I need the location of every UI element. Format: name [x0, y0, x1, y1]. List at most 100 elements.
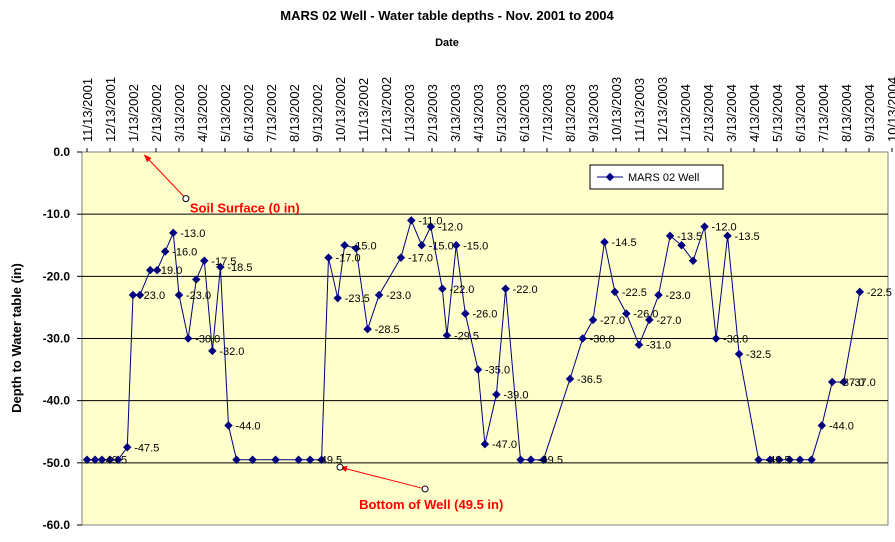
data-label: -31.0	[646, 340, 671, 352]
x-tick-label: 1/13/2004	[678, 84, 693, 142]
legend-entry: MARS 02 Well	[628, 172, 699, 184]
x-tick-label: 2/13/2003	[425, 84, 440, 142]
data-point	[765, 455, 775, 464]
legend: MARS 02 Well	[589, 164, 724, 190]
x-tick-label: 12/13/2003	[655, 77, 670, 142]
data-label: -49.5	[766, 455, 791, 467]
data-point	[200, 256, 209, 266]
annotation-label: Soil Surface (0 in)	[190, 201, 300, 216]
x-tick-label: 10/13/2003	[609, 77, 624, 142]
data-label: -29.5	[454, 330, 479, 342]
data-point	[97, 455, 107, 464]
data-label: -22.0	[513, 284, 538, 296]
data-point	[565, 374, 575, 384]
data-point	[817, 421, 827, 430]
x-tick-label: 10/13/2004	[885, 77, 895, 142]
data-label: -37.0	[839, 377, 864, 389]
annotation-anchor	[421, 485, 429, 493]
y-tick-label: 0.0	[53, 145, 70, 159]
data-point	[451, 241, 461, 250]
x-tick-label: 9/13/2004	[862, 84, 877, 142]
data-label: -36.5	[577, 374, 602, 386]
data-point	[734, 349, 744, 359]
data-label: -11.0	[418, 215, 442, 227]
data-point	[473, 365, 483, 374]
data-point	[645, 315, 654, 325]
data-label: -23.0	[140, 290, 165, 302]
data-point	[82, 455, 92, 464]
y-tick-label: -20.0	[43, 269, 71, 283]
x-tick-label: 4/13/2002	[195, 84, 210, 142]
data-point	[688, 256, 698, 266]
data-point	[174, 290, 184, 300]
data-label: -27.0	[600, 315, 625, 327]
data-label: -13.0	[180, 228, 205, 240]
y-tick-label: -40.0	[43, 394, 71, 408]
x-tick-label: 4/13/2003	[471, 84, 486, 142]
data-label: -15.0	[429, 240, 454, 252]
x-tick-label: 7/13/2003	[540, 84, 555, 142]
x-tick-label: 1/13/2003	[402, 84, 417, 142]
data-label: -17.5	[211, 256, 236, 268]
x-tick-label: 8/13/2004	[839, 84, 854, 142]
data-label: -30.0	[590, 334, 615, 346]
data-point	[208, 346, 217, 356]
data-point	[775, 455, 784, 464]
x-tick-label: 5/13/2002	[218, 84, 233, 142]
data-point	[480, 439, 490, 449]
data-label: -37.0	[851, 377, 876, 389]
x-tick-label: 2/13/2002	[149, 84, 164, 142]
x-tick-label: 2/13/2004	[701, 84, 716, 142]
data-point	[324, 253, 333, 262]
data-label: -23.0	[386, 290, 411, 302]
data-label: -23.0	[186, 290, 211, 302]
data-point	[588, 315, 598, 325]
data-point	[526, 455, 536, 464]
data-point	[539, 455, 548, 464]
x-tick-label: 7/13/2004	[816, 84, 831, 142]
data-point	[333, 293, 342, 303]
data-label: -35.0	[485, 365, 510, 377]
data-label: -16.0	[172, 246, 197, 258]
x-tick-label: 5/13/2004	[770, 84, 785, 142]
data-point	[622, 309, 631, 318]
data-point	[795, 455, 805, 464]
data-label: -22.0	[449, 284, 474, 296]
data-label: -22.5	[622, 287, 647, 299]
y-tick-label: -30.0	[43, 332, 71, 346]
x-tick-label: 3/13/2002	[172, 84, 187, 142]
data-label: -12.0	[438, 222, 463, 234]
data-label: -17.0	[336, 253, 361, 265]
x-tick-label: 7/13/2002	[264, 84, 279, 142]
data-label: -13.5	[735, 231, 760, 243]
data-label: -28.5	[375, 324, 400, 336]
y-tick-label: -10.0	[43, 207, 71, 221]
data-label: -13.5	[677, 231, 702, 243]
annotation-target	[336, 463, 344, 471]
data-point	[492, 390, 501, 399]
data-point	[363, 324, 372, 334]
data-point	[224, 421, 233, 430]
data-label: -47.5	[134, 442, 159, 454]
data-label: -15.0	[463, 240, 488, 252]
data-point	[827, 377, 837, 387]
data-label: -26.0	[633, 309, 658, 321]
data-point	[135, 290, 145, 300]
data-point	[248, 455, 257, 464]
x-axis-ticks: 11/13/2001 12/13/2001 1/13/2002 2/13/2002 3/…	[80, 77, 895, 152]
data-label: -12.0	[712, 222, 737, 234]
data-point	[317, 455, 326, 464]
data-point	[839, 377, 848, 387]
data-point	[146, 265, 155, 275]
x-axis-title: Date	[435, 37, 459, 49]
annotation-label: Bottom of Well (49.5 in)	[359, 497, 503, 512]
data-point	[374, 290, 384, 300]
data-label: -26.0	[472, 309, 497, 321]
data-point	[232, 455, 241, 464]
data-point	[113, 455, 123, 464]
data-point	[807, 455, 816, 464]
data-label: -19.0	[157, 265, 182, 277]
x-tick-label: 1/13/2002	[126, 84, 141, 142]
data-label: -14.5	[612, 237, 637, 249]
x-tick-label: 8/13/2002	[287, 84, 302, 142]
